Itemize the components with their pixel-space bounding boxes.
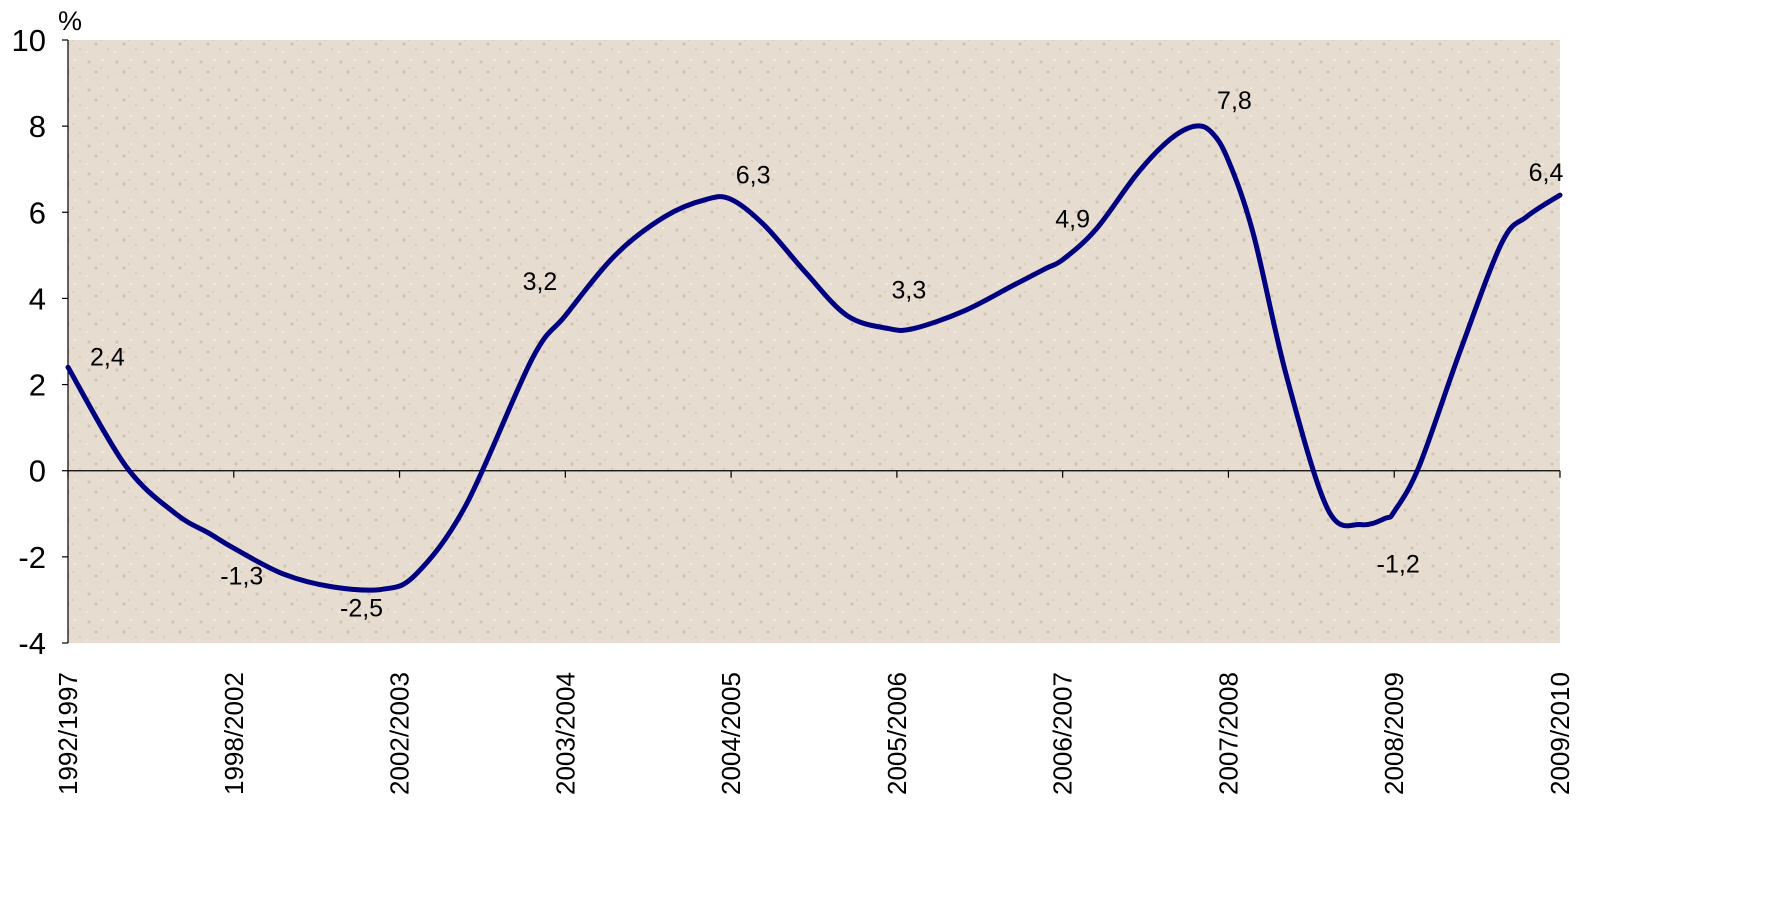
y-axis-unit-label: % — [58, 6, 82, 36]
x-tick-label: 1992/1997 — [53, 672, 83, 795]
x-tick-label: 2007/2008 — [1213, 672, 1243, 795]
x-tick-label: 2006/2007 — [1048, 672, 1078, 795]
x-tick-label: 2008/2009 — [1379, 672, 1409, 795]
data-label: -1,2 — [1377, 550, 1420, 578]
y-tick-labels: -4 -2 0 2 4 6 8 10 — [12, 23, 46, 661]
y-tick-label: 10 — [12, 23, 46, 58]
x-tick-label: 2002/2003 — [385, 672, 415, 795]
y-tick-label: 0 — [29, 454, 46, 489]
x-tick-label: 2003/2004 — [550, 672, 580, 795]
y-tick-label: 2 — [29, 368, 46, 403]
data-label: 4,9 — [1055, 206, 1090, 234]
x-tick-label: 2005/2006 — [882, 672, 912, 795]
data-label: -1,3 — [220, 563, 263, 591]
x-tick-label: 2004/2005 — [716, 672, 746, 795]
series-line — [65, 123, 1563, 593]
data-labels: 2,4 -1,3 -2,5 3,2 6,3 3,3 4,9 7,8 -1,2 6,4 — [90, 87, 1563, 623]
y-tick-label: 4 — [29, 281, 46, 316]
data-label: 3,2 — [523, 268, 558, 296]
data-label: 7,8 — [1217, 87, 1252, 115]
plot-area — [68, 40, 1560, 643]
data-label: 3,3 — [892, 277, 927, 305]
x-tick-marks — [67, 470, 1561, 478]
y-tick-label: 6 — [29, 195, 46, 230]
data-label: 2,4 — [90, 343, 125, 371]
x-tick-label: 1998/2002 — [219, 672, 249, 795]
x-tick-label: 2009/2010 — [1545, 672, 1575, 795]
y-tick-label: -4 — [18, 626, 46, 661]
data-label: -2,5 — [340, 594, 383, 622]
data-label: 6,3 — [736, 161, 771, 189]
y-tick-marks — [62, 39, 68, 644]
x-tick-labels: 1992/1997 1998/2002 2002/2003 2003/2004 2004… — [53, 672, 1575, 795]
y-tick-label: 8 — [29, 109, 46, 144]
data-label: 6,4 — [1529, 159, 1564, 187]
y-tick-label: -2 — [18, 540, 46, 575]
